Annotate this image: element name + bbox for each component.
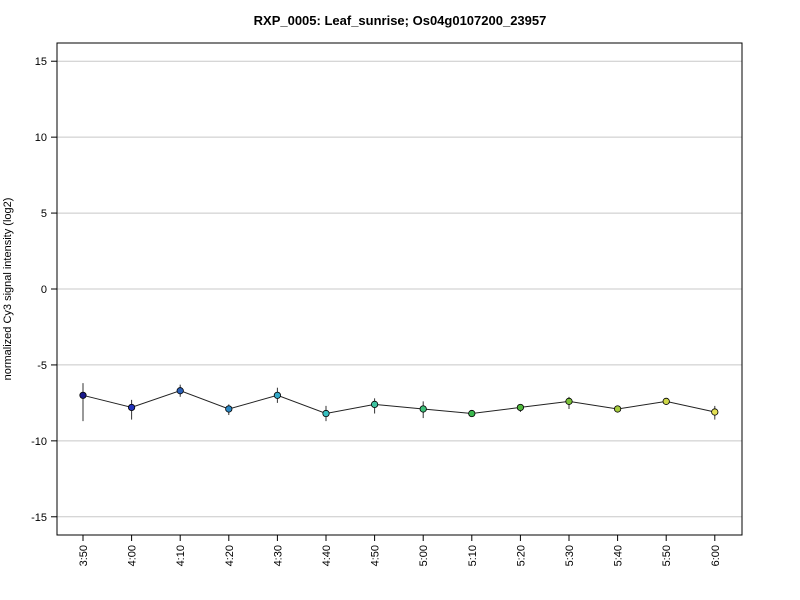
data-point bbox=[128, 403, 136, 412]
y-tick-label: 15 bbox=[35, 56, 47, 68]
x-tick-label: 4:10 bbox=[175, 545, 187, 566]
data-point bbox=[273, 391, 281, 399]
axes: -15 -10 -5 0 5 10 15 3:50 4:00 4:10 4:20 4:30 4:40 4:… bbox=[31, 56, 722, 566]
data-points bbox=[79, 387, 719, 418]
data-point bbox=[516, 403, 525, 412]
data-point bbox=[176, 387, 184, 395]
y-tick-label: -15 bbox=[31, 512, 47, 524]
data-point bbox=[370, 400, 379, 409]
y-tick-label: -10 bbox=[31, 436, 47, 448]
gridlines bbox=[57, 60, 742, 518]
chart-title: RXP_0005: Leaf_sunrise; Os04g0107200_239… bbox=[253, 13, 547, 28]
x-tick-label: 5:20 bbox=[515, 545, 527, 566]
data-point bbox=[565, 397, 573, 405]
x-tick-label: 5:10 bbox=[467, 545, 479, 566]
x-tick-label: 5:50 bbox=[661, 545, 673, 566]
x-tick-label: 4:50 bbox=[370, 545, 382, 566]
data-point bbox=[225, 405, 233, 413]
x-tick-label: 4:00 bbox=[127, 545, 139, 566]
data-point bbox=[79, 391, 87, 399]
x-tick-label: 6:00 bbox=[710, 545, 722, 566]
x-tick-label: 5:30 bbox=[564, 545, 576, 566]
data-point bbox=[613, 405, 622, 413]
data-point bbox=[711, 408, 719, 416]
y-tick-label: -5 bbox=[37, 360, 47, 372]
series-line bbox=[82, 390, 715, 415]
y-tick-label: 0 bbox=[41, 284, 47, 296]
x-tick-label: 5:40 bbox=[613, 545, 625, 566]
x-tick-label: 5:00 bbox=[418, 545, 430, 566]
data-point bbox=[662, 397, 670, 405]
y-tick-label: 5 bbox=[41, 208, 47, 220]
data-point bbox=[419, 405, 427, 413]
x-tick-label: 4:40 bbox=[321, 545, 333, 566]
data-point bbox=[322, 409, 330, 418]
y-tick-label: 10 bbox=[35, 132, 47, 144]
data-point bbox=[468, 409, 476, 418]
x-tick-label: 4:20 bbox=[224, 545, 236, 566]
x-tick-label: 3:50 bbox=[78, 545, 90, 566]
x-tick-label: 4:30 bbox=[272, 545, 284, 566]
